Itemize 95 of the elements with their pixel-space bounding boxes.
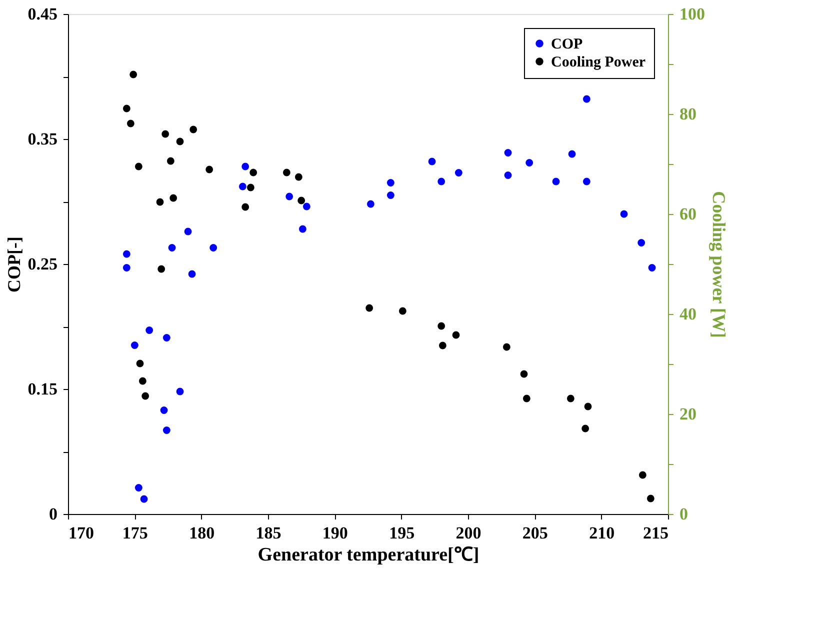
point: [242, 162, 250, 170]
point: [130, 70, 138, 78]
y2-tick-label: 100: [680, 4, 705, 24]
point: [568, 150, 576, 158]
x-tick-label: 175: [122, 524, 148, 542]
point: [238, 182, 246, 190]
point: [184, 228, 192, 236]
y-tick-label: 0.25: [28, 254, 58, 274]
point: [428, 158, 436, 166]
x-tick-label: 195: [389, 524, 415, 542]
point: [294, 173, 302, 181]
point: [552, 178, 560, 186]
point: [584, 402, 592, 410]
point: [122, 264, 130, 272]
point: [160, 406, 168, 414]
point: [438, 322, 446, 330]
point: [302, 202, 310, 210]
point: [566, 394, 574, 402]
point: [386, 179, 394, 186]
x-tick-label: 170: [68, 524, 94, 542]
point: [504, 149, 512, 156]
point: [298, 196, 306, 204]
point: [138, 377, 146, 385]
point: [366, 304, 374, 312]
x-tick-label: 185: [256, 524, 282, 542]
point: [130, 342, 138, 349]
point: [190, 126, 198, 134]
point: [176, 138, 184, 146]
point: [140, 495, 148, 503]
point: [638, 239, 646, 246]
x-tick-label: 200: [456, 524, 482, 542]
point: [210, 244, 218, 252]
y-tick-label: 0.15: [28, 380, 58, 398]
y2-tick-label: 0: [680, 504, 688, 524]
point: [176, 388, 184, 396]
point: [134, 162, 142, 170]
point: [452, 331, 460, 339]
point: [170, 194, 178, 202]
point: [522, 394, 530, 402]
y-tick-label: 0.35: [28, 130, 58, 148]
x-tick-label: 205: [522, 524, 548, 542]
point: [122, 104, 130, 112]
point: [298, 225, 306, 233]
point: [146, 326, 154, 334]
y2-axis-title: Cooling power [W]: [709, 191, 729, 338]
point: [162, 426, 170, 434]
point: [162, 130, 170, 138]
point: [526, 159, 534, 166]
legend-label: Cooling Power: [551, 54, 646, 70]
point: [454, 169, 462, 176]
x-tick-label: 210: [589, 524, 615, 542]
point: [438, 178, 446, 186]
point: [520, 370, 528, 378]
point: [206, 166, 214, 174]
point: [286, 192, 294, 200]
point: [142, 392, 150, 400]
x-tick-label: 190: [322, 524, 348, 542]
point: [162, 334, 170, 342]
point: [250, 168, 258, 176]
point: [242, 203, 250, 211]
y2-tick-label: 40: [680, 304, 696, 324]
y2-tick-label: 60: [680, 204, 696, 224]
point: [504, 172, 512, 179]
point: [582, 424, 590, 432]
point: [126, 120, 134, 128]
point: [582, 178, 590, 186]
point: [166, 157, 174, 165]
x-axis-title: Generator temperature[℃]: [258, 544, 480, 566]
y2-tick-label: 80: [680, 104, 696, 124]
point: [438, 342, 446, 350]
point: [620, 210, 628, 218]
point: [638, 471, 646, 479]
point: [582, 95, 590, 103]
y-tick-label: 0: [49, 504, 58, 524]
point: [136, 360, 144, 368]
point: [398, 307, 406, 315]
point: [168, 244, 176, 252]
point: [646, 494, 654, 502]
point: [366, 200, 374, 208]
y2-tick-label: 20: [680, 404, 696, 424]
x-tick-label: 180: [189, 524, 215, 542]
y-tick-label: 0.45: [28, 4, 58, 24]
point: [188, 270, 196, 278]
point: [648, 264, 656, 272]
point: [156, 198, 164, 206]
point: [502, 343, 510, 351]
point: [282, 168, 290, 176]
point: [122, 250, 130, 258]
legend-label: COP: [551, 36, 583, 52]
point: [158, 265, 166, 273]
y-axis-title: COP[-]: [4, 236, 24, 292]
point: [246, 184, 254, 192]
point: [386, 192, 394, 199]
point: [134, 484, 142, 492]
x-tick-label: 215: [643, 524, 668, 542]
